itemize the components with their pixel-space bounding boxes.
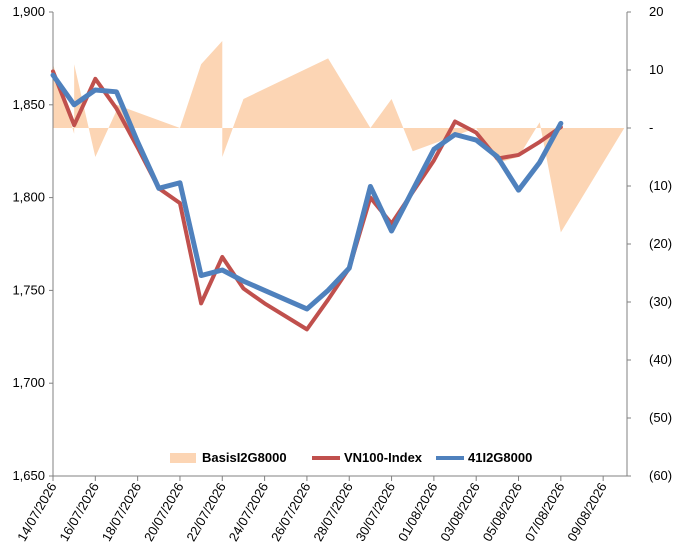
legend-swatch-area [170,453,196,463]
right-tick-label: 10 [649,62,663,77]
right-tick-label: - [649,120,653,135]
lines-layer [50,69,564,332]
right-tick-label: 20 [649,4,663,19]
legend: BasisI2G8000 VN100-Index 41I2G8000 [170,450,532,465]
right-tick-label: (50) [649,410,672,425]
left-tick-label: 1,700 [12,375,45,390]
basis-area-layer [53,41,625,233]
basis-area [53,41,625,233]
left-tick-label: 1,850 [12,97,45,112]
right-tick-label: (40) [649,352,672,367]
right-tick-label: (20) [649,236,672,251]
left-tick-label: 1,900 [12,4,45,19]
right-tick-label: (30) [649,294,672,309]
legend-label: VN100-Index [344,450,423,465]
left-tick-label: 1,650 [12,468,45,483]
right-tick-label: (10) [649,178,672,193]
left-tick-label: 1,750 [12,282,45,297]
right-tick-label: (60) [649,468,672,483]
legend-label: BasisI2G8000 [202,450,287,465]
left-tick-label: 1,800 [12,190,45,205]
legend-label: 41I2G8000 [468,450,532,465]
series-line-41i2g8000 [50,72,564,312]
